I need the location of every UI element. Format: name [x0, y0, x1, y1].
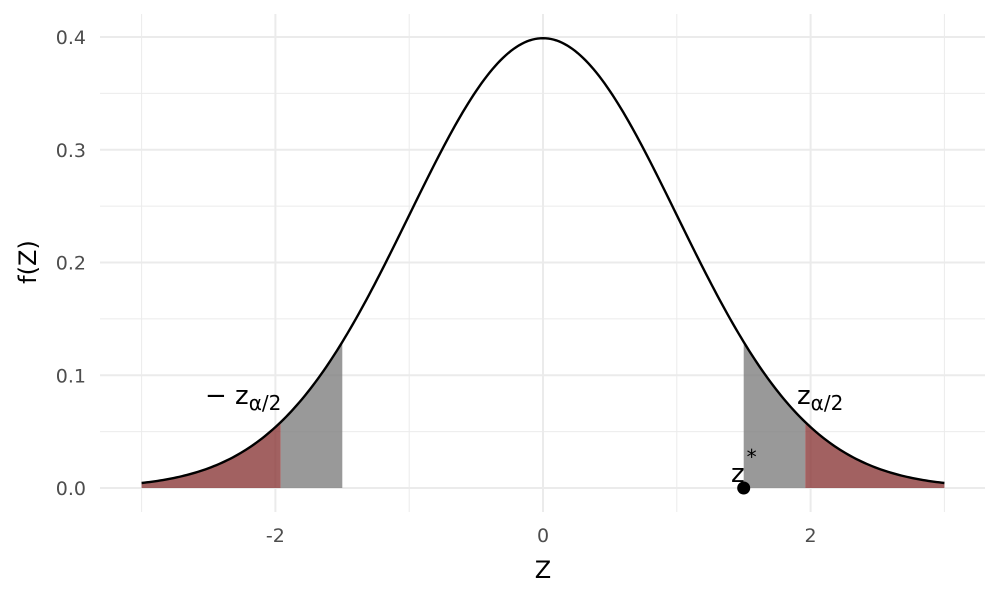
x-tick-label: 2 [805, 525, 817, 547]
y-axis-label: f(Z) [14, 240, 42, 284]
shaded-regions [141, 341, 945, 488]
y-tick-label: 0.4 [56, 27, 86, 49]
y-tick-label: 0.1 [56, 365, 86, 387]
x-tick-labels: -2 0 2 [266, 525, 817, 547]
grid [100, 14, 985, 512]
shaded-region [280, 341, 343, 488]
y-tick-label: 0.3 [56, 140, 86, 162]
density-curve [141, 36, 945, 485]
y-tick-label: 0.2 [56, 253, 86, 275]
pos-critical-label: zα/2 [797, 381, 843, 415]
neg-critical-label: − zα/2 [205, 381, 281, 415]
x-tick-label: -2 [266, 525, 285, 547]
y-tick-labels: 0.0 0.1 0.2 0.3 0.4 [56, 27, 86, 500]
shaded-region [141, 422, 281, 488]
x-tick-label: 0 [537, 525, 549, 547]
shaded-region [805, 422, 945, 488]
x-axis-label: Z [535, 556, 551, 584]
y-tick-label: 0.0 [56, 478, 86, 500]
z-star-label: z* [731, 445, 757, 489]
shaded-region [743, 341, 806, 488]
z-star-point [737, 481, 751, 495]
